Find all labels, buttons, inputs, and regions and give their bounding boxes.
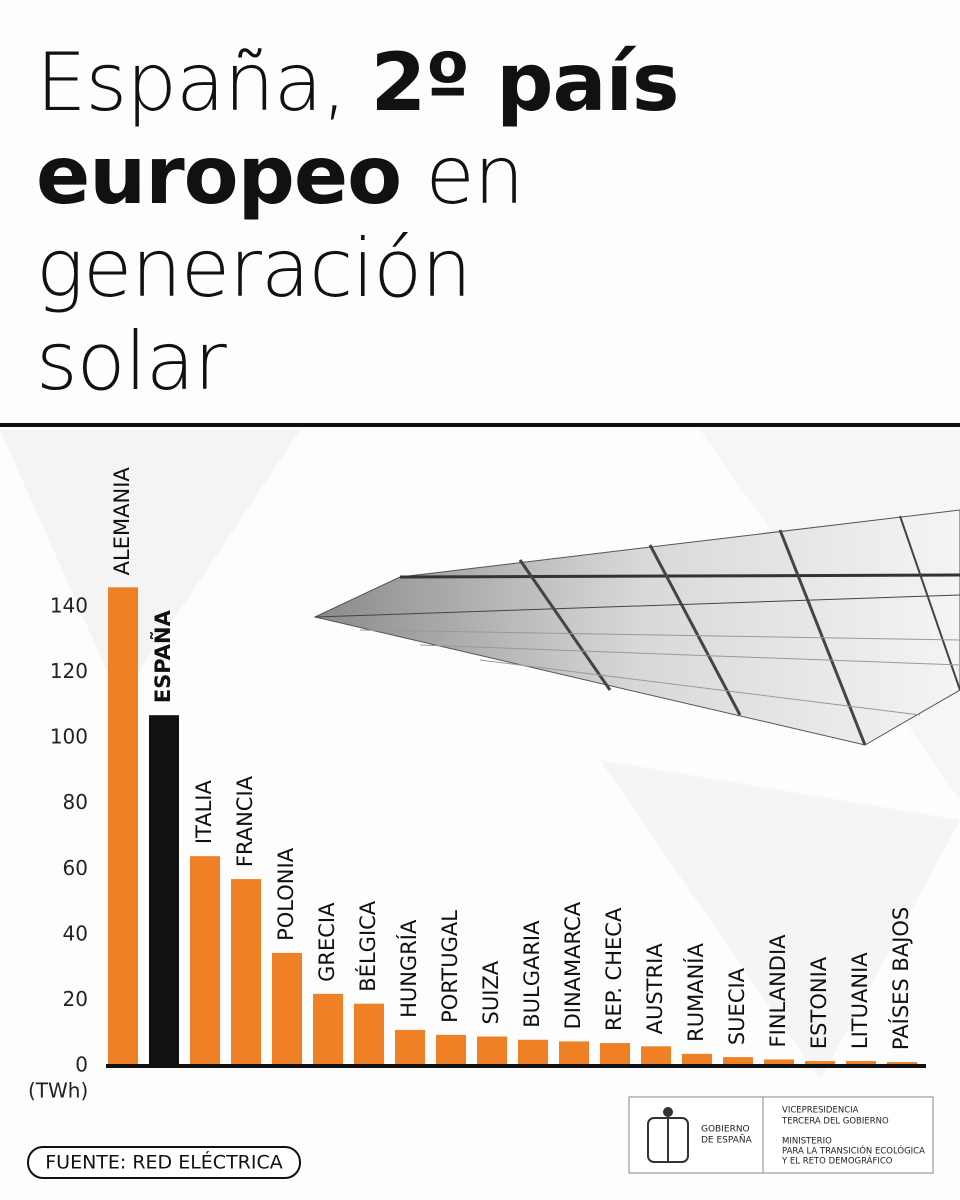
y-tick-label: 100 (50, 725, 88, 749)
category-label: ITALIA (192, 780, 216, 845)
solar-panel (313, 509, 960, 746)
category-label: POLONIA (274, 847, 298, 941)
bar (108, 587, 138, 1066)
y-tick-label: 140 (50, 593, 88, 617)
logo-text: TERCERA DEL GOBIERNO (781, 1117, 889, 1127)
bar (641, 1046, 671, 1066)
logo-text: VICEPRESIDENCIA (782, 1106, 859, 1116)
bar (600, 1043, 630, 1066)
bar (477, 1036, 507, 1066)
category-label: FRANCIA (233, 775, 257, 867)
category-label: SUIZA (479, 960, 503, 1024)
bar (764, 1059, 794, 1066)
category-label: DINAMARCA (561, 901, 585, 1029)
title-line: solar (36, 315, 936, 408)
logo-text: PARA LA TRANSICIÓN ECOLÓGICA (782, 1145, 925, 1157)
bg-shape (600, 760, 960, 1080)
category-label: LITUANIA (848, 952, 872, 1049)
bar (149, 715, 179, 1066)
bar (313, 993, 343, 1066)
category-label: FINLANDIA (766, 934, 790, 1048)
category-label: HUNGRÍA (396, 919, 421, 1018)
title-line: España, 2º país (36, 36, 936, 129)
source: FUENTE: RED ELÉCTRICA (45, 1151, 283, 1174)
category-label: SUECIA (725, 967, 749, 1045)
category-label: ESPAÑA (150, 609, 175, 703)
bar (846, 1061, 876, 1066)
bar (559, 1041, 589, 1066)
y-tick-label: 80 (63, 790, 88, 814)
source-box (27, 1146, 301, 1179)
title-run: generación (36, 222, 472, 315)
logo-text: DE ESPAÑA (701, 1135, 753, 1146)
bar (518, 1039, 548, 1066)
bar (723, 1057, 753, 1066)
category-label: RUMANÍA (683, 943, 708, 1042)
bar (805, 1061, 835, 1066)
category-label: REP. CHECA (602, 907, 626, 1031)
bar (190, 856, 220, 1066)
bar (354, 1003, 384, 1066)
y-tick-label: 60 (63, 856, 88, 880)
bar (395, 1029, 425, 1066)
title-run: 2º país (370, 36, 680, 129)
logo-text: GOBIERNO (701, 1125, 750, 1135)
logo-text: MINISTERIO (782, 1137, 832, 1147)
bar (436, 1034, 466, 1066)
category-label: GRECIA (315, 902, 339, 982)
category-label: PORTUGAL (438, 910, 462, 1023)
bar (682, 1053, 712, 1066)
title-run: solar (36, 315, 227, 408)
category-label: AUSTRIA (643, 943, 667, 1035)
title-line: generación (36, 222, 936, 315)
title: España, 2º país europeo en generación solar (36, 36, 936, 408)
category-label: ALEMANIA (110, 467, 134, 576)
y-axis-label: (TWh) (28, 1079, 88, 1103)
title-run: en (401, 129, 525, 222)
y-tick-label: 0 (75, 1053, 88, 1077)
title-line: europeo en (36, 129, 936, 222)
title-run: España, (36, 36, 371, 129)
logo-text: Y EL RETO DEMOGRÁFICO (781, 1155, 893, 1167)
category-label: BÉLGICA (355, 900, 380, 992)
bar (272, 952, 302, 1066)
y-tick-label: 20 (63, 987, 88, 1011)
bar (231, 879, 261, 1066)
category-label: BULGARIA (520, 920, 544, 1028)
y-tick-label: 120 (50, 659, 88, 683)
category-label: ESTONIA (807, 956, 831, 1049)
title-run: europeo (36, 129, 402, 222)
y-tick-label: 40 (63, 921, 88, 945)
category-label: PAÍSES BAJOS (888, 907, 913, 1050)
bg-shape (0, 430, 300, 700)
coat-of-arms (647, 1107, 689, 1163)
